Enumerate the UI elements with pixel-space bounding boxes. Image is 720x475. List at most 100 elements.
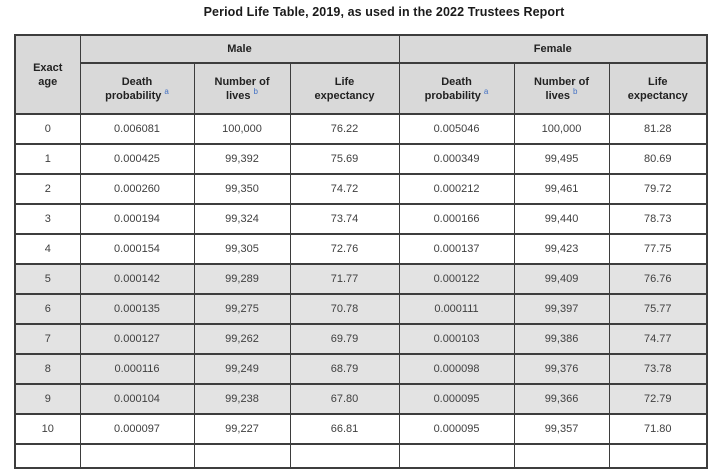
cell-female-death-probability: 0.000137 [398,233,515,265]
cell-male-life-expectancy: 70.78 [289,293,400,325]
cell-female-death-probability [398,443,515,469]
cell-female-life-expectancy: 76.76 [608,263,708,295]
cell-male-death-probability: 0.000127 [79,323,195,355]
table-row: 0 0.006081 100,000 76.22 0.005046 100,00… [14,113,708,145]
table-row: 9 0.000104 99,238 67.80 0.000095 99,366 … [14,383,708,415]
cell-male-life-expectancy: 67.80 [289,383,400,415]
cell-exact-age: 4 [14,233,81,265]
cell-male-life-expectancy: 68.79 [289,353,400,385]
table-row: 4 0.000154 99,305 72.76 0.000137 99,423 … [14,233,708,265]
cell-male-life-expectancy: 75.69 [289,143,400,175]
cell-female-number-of-lives: 99,397 [513,293,610,325]
footnote-b-marker[interactable]: b [253,86,258,96]
cell-male-death-probability: 0.000194 [79,203,195,235]
cell-male-number-of-lives: 99,324 [193,203,291,235]
footnote-b-marker[interactable]: b [573,86,578,96]
cell-male-number-of-lives: 99,227 [193,413,291,445]
cell-male-death-probability: 0.006081 [79,113,195,145]
cell-female-life-expectancy: 80.69 [608,143,708,175]
cell-male-number-of-lives: 99,305 [193,233,291,265]
table-row: 3 0.000194 99,324 73.74 0.000166 99,440 … [14,203,708,235]
cell-exact-age: 6 [14,293,81,325]
cell-exact-age: 1 [14,143,81,175]
table-row: 7 0.000127 99,262 69.79 0.000103 99,386 … [14,323,708,355]
cell-female-death-probability: 0.000212 [398,173,515,205]
column-header-female-number-of-lives: Number of lives b [513,62,610,115]
cell-male-number-of-lives: 99,350 [193,173,291,205]
cell-female-life-expectancy: 78.73 [608,203,708,235]
table-row: 8 0.000116 99,249 68.79 0.000098 99,376 … [14,353,708,385]
column-header-female-life-expectancy: Life expectancy [608,62,708,115]
cell-female-life-expectancy: 74.77 [608,323,708,355]
cell-female-death-probability: 0.000111 [398,293,515,325]
cell-male-death-probability: 0.000135 [79,293,195,325]
cell-female-life-expectancy: 73.78 [608,353,708,385]
exact-age-label-line2: age [38,75,58,88]
cell-male-number-of-lives: 99,249 [193,353,291,385]
cell-exact-age: 7 [14,323,81,355]
cell-male-death-probability: 0.000154 [79,233,195,265]
column-header-male-life-expectancy: Life expectancy [289,62,400,115]
sub-header-row: Death probability a Number of lives b Life… [15,62,708,115]
cell-female-number-of-lives: 100,000 [513,113,610,145]
cell-male-number-of-lives: 99,262 [193,323,291,355]
cell-female-death-probability: 0.005046 [398,113,515,145]
cell-male-number-of-lives [193,443,291,469]
cell-exact-age: 10 [14,413,81,445]
cell-female-life-expectancy [608,443,708,469]
footnote-a-marker[interactable]: a [483,86,489,96]
group-header-female: Female [398,34,708,64]
cell-male-life-expectancy: 71.77 [289,263,400,295]
cell-female-life-expectancy: 81.28 [608,113,708,145]
cell-male-life-expectancy: 74.72 [289,173,400,205]
cell-exact-age: 8 [14,353,81,385]
cell-male-number-of-lives: 99,238 [193,383,291,415]
table-row: 10 0.000097 99,227 66.81 0.000095 99,357… [14,413,708,445]
cell-male-number-of-lives: 99,392 [193,143,291,175]
table-row: 1 0.000425 99,392 75.69 0.000349 99,495 … [14,143,708,175]
page-title: Period Life Table, 2019, as used in the … [203,5,565,19]
cell-female-death-probability: 0.000166 [398,203,515,235]
cell-female-death-probability: 0.000095 [398,413,515,445]
cell-female-number-of-lives: 99,409 [513,263,610,295]
cell-exact-age: 2 [14,173,81,205]
cell-female-number-of-lives: 99,376 [513,353,610,385]
cell-female-death-probability: 0.000103 [398,323,515,355]
cell-male-death-probability: 0.000142 [79,263,195,295]
cell-exact-age: 9 [14,383,81,415]
cell-female-number-of-lives: 99,386 [513,323,610,355]
cell-male-life-expectancy: 66.81 [289,413,400,445]
group-header-row: Exact age Male Female [14,34,708,115]
cell-male-death-probability: 0.000425 [79,143,195,175]
cell-female-life-expectancy: 75.77 [608,293,708,325]
cell-male-death-probability: 0.000097 [79,413,195,445]
cell-male-number-of-lives: 100,000 [193,113,291,145]
cell-female-number-of-lives: 99,357 [513,413,610,445]
cell-female-number-of-lives: 99,461 [513,173,610,205]
column-header-exact-age: Exact age [14,34,81,115]
cell-male-life-expectancy: 73.74 [289,203,400,235]
cell-male-number-of-lives: 99,289 [193,263,291,295]
cell-exact-age: 0 [14,113,81,145]
column-header-male-number-of-lives: Number of lives b [193,62,291,115]
life-table: Exact age Male Female Death probability a… [14,34,709,469]
cell-male-death-probability: 0.000260 [79,173,195,205]
table-row: 5 0.000142 99,289 71.77 0.000122 99,409 … [14,263,708,295]
cell-female-number-of-lives: 99,423 [513,233,610,265]
cell-female-death-probability: 0.000122 [398,263,515,295]
cell-male-death-probability: 0.000104 [79,383,195,415]
cell-male-life-expectancy: 69.79 [289,323,400,355]
cell-exact-age: 3 [14,203,81,235]
cell-male-life-expectancy: 76.22 [289,113,400,145]
cell-female-number-of-lives: 99,495 [513,143,610,175]
table-row: 2 0.000260 99,350 74.72 0.000212 99,461 … [14,173,708,205]
cell-female-death-probability: 0.000095 [398,383,515,415]
cell-female-death-probability: 0.000098 [398,353,515,385]
cell-female-number-of-lives: 99,366 [513,383,610,415]
cell-exact-age: 5 [14,263,81,295]
column-header-female-death-probability: Death probability a [398,62,515,115]
cell-female-life-expectancy: 71.80 [608,413,708,445]
footnote-a-marker[interactable]: a [164,86,169,96]
cell-female-death-probability: 0.000349 [398,143,515,175]
